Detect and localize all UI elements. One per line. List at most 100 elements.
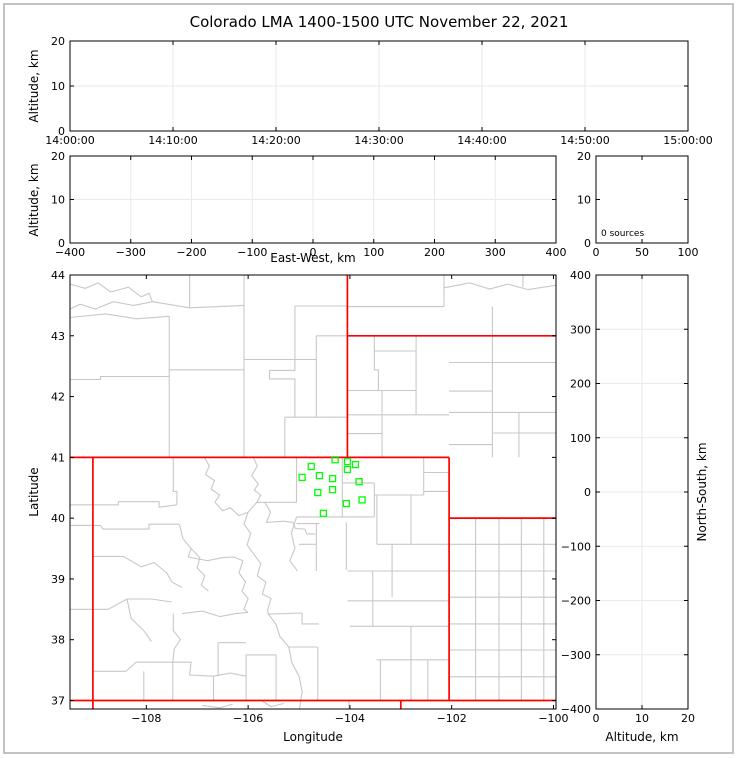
map-panel (69, 274, 557, 710)
map-ylabel: Latitude (27, 467, 41, 516)
county-border-line (202, 703, 233, 709)
ns_altitude-xtick-label: 10 (635, 712, 649, 725)
county-border-line (373, 335, 379, 391)
county-border-line (172, 661, 214, 677)
time_height-xtick-label: 14:20:00 (251, 134, 300, 147)
county-border-line (190, 548, 209, 592)
county-border-line (181, 610, 249, 618)
county-border-line (70, 282, 154, 310)
ns_altitude-ytick-label: 400 (570, 269, 591, 282)
county-border-line (70, 375, 170, 381)
lma-station-marker (342, 499, 350, 508)
county-border-line (238, 560, 249, 613)
time_height-ytick-label: 0 (58, 125, 65, 138)
ns_altitude-ytick-label: 300 (570, 323, 591, 336)
ns-altitude-ylabel: North-South, km (695, 442, 709, 541)
county-border-line (172, 457, 178, 505)
ew_altitude-xtick-label: −300 (116, 246, 146, 259)
county-border-line (213, 672, 247, 677)
histogram-xtick-label: 100 (678, 246, 699, 259)
lma-station-marker (314, 488, 322, 497)
time_height-xtick-label: 15:00:00 (663, 134, 712, 147)
map-ytick-label: 40 (51, 512, 65, 525)
plot-panels: 14:00:00 14:10:00 14:20:00 14:30:00 14:40:00… (45, 35, 712, 725)
county-border-line (92, 661, 173, 672)
histogram-ytick-label: 10 (577, 194, 591, 207)
ew_altitude-ytick-label: 10 (51, 194, 65, 207)
lma-station-marker (319, 509, 328, 517)
ew_altitude-xtick-label: 200 (424, 246, 445, 259)
county-border-line (264, 502, 284, 524)
county-border-line (289, 516, 298, 572)
ew_altitude-xtick-label: 100 (363, 246, 384, 259)
county-border-line (443, 282, 556, 291)
county-border-line (243, 511, 254, 554)
lma-station-marker (328, 474, 337, 483)
county-border-line (70, 313, 170, 320)
county-border-line (172, 613, 182, 663)
map-ytick-label: 38 (51, 634, 65, 647)
lma-station-marker (343, 457, 352, 466)
figure-title: Colorado LMA 1400-1500 UTC November 22, … (190, 13, 569, 31)
time-height-ylabel: Altitude, km (27, 49, 41, 122)
ew-altitude-ylabel: Altitude, km (27, 163, 41, 236)
histogram-ytick-label: 20 (577, 150, 591, 163)
county-border-line (268, 359, 296, 418)
county-border-line (126, 598, 152, 642)
county-border-line (189, 304, 245, 309)
time_height-xtick-label: 14:10:00 (148, 134, 197, 147)
ns-altitude-xlabel: Altitude, km (605, 730, 678, 744)
histogram-xtick-label: 0 (593, 246, 600, 259)
lma-station-marker (331, 456, 339, 464)
county-border-line (70, 598, 172, 610)
time_height-ytick-label: 20 (51, 35, 65, 48)
lma-station-marker (307, 462, 315, 471)
ns_altitude-ytick-label: 100 (570, 432, 591, 445)
county-border-line (252, 553, 272, 615)
lma-station-marker (315, 471, 324, 480)
map-ytick-label: 41 (51, 451, 65, 464)
ns_altitude-xtick-label: 0 (593, 712, 600, 725)
ew_altitude-xtick-label: −200 (176, 246, 206, 259)
county-border-line (178, 524, 192, 558)
map-ytick-label: 43 (51, 330, 65, 343)
county-border-line (152, 301, 190, 309)
ns_altitude-ytick-label: −100 (561, 540, 591, 553)
time_height-xtick-label: 14:50:00 (560, 134, 609, 147)
ns_altitude-ytick-label: −200 (561, 595, 591, 608)
ew_altitude-xtick-label: 300 (485, 246, 506, 259)
map-xlabel: Longitude (283, 730, 343, 744)
lma-station-marker (351, 460, 360, 469)
ew_altitude-ytick-label: 20 (51, 150, 65, 163)
county-border-line (70, 501, 177, 508)
lma-station-marker (298, 473, 306, 482)
map-xtick-label: −104 (335, 712, 365, 725)
ew_altitude-xtick-label: 0 (310, 246, 317, 259)
time_height-xtick-label: 14:30:00 (354, 134, 403, 147)
ns_altitude-ytick-label: −300 (561, 649, 591, 662)
ew_altitude-xtick-label: −400 (55, 246, 85, 259)
ew_altitude-ytick-label: 0 (58, 237, 65, 250)
lma-station-marker (328, 485, 337, 494)
map-xtick-label: −106 (233, 712, 263, 725)
ew_altitude-xtick-label: 400 (546, 246, 567, 259)
map-xtick-label: −108 (131, 712, 161, 725)
county-border-line (301, 613, 319, 625)
map-ytick-label: 44 (51, 269, 65, 282)
map-ytick-label: 37 (51, 694, 65, 707)
lma-station-marker (343, 465, 352, 474)
ns_altitude-ytick-label: 0 (584, 486, 591, 499)
map-xtick-label: −100 (538, 712, 568, 725)
ns_altitude-ytick-label: 200 (570, 378, 591, 391)
map-ytick-label: 39 (51, 573, 65, 586)
time_height-ytick-label: 10 (51, 80, 65, 93)
ns_altitude-xtick-label: 20 (681, 712, 695, 725)
histogram-ytick-label: 0 (584, 237, 591, 250)
lma-station-marker (358, 496, 366, 504)
map-geography (70, 275, 556, 709)
time_height-xtick-label: 14:00:00 (45, 134, 94, 147)
map-xtick-label: −102 (437, 712, 467, 725)
county-border-line (283, 520, 316, 535)
